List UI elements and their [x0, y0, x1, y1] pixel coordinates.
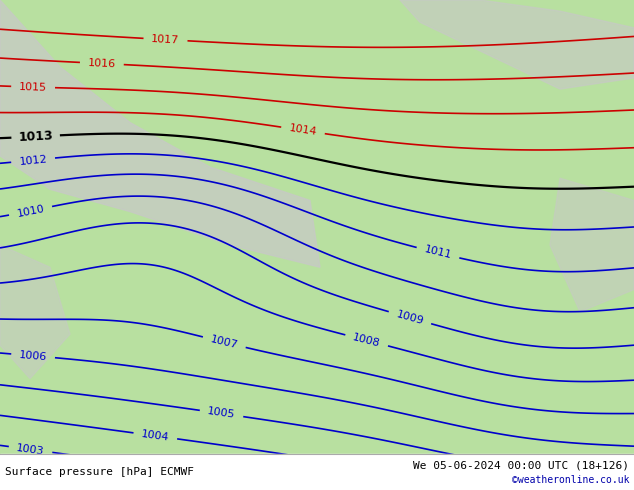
Text: Surface pressure [hPa] ECMWF: Surface pressure [hPa] ECMWF: [5, 467, 194, 477]
Polygon shape: [400, 0, 634, 89]
Text: 1007: 1007: [209, 334, 239, 350]
Text: 1012: 1012: [18, 154, 48, 167]
Text: 1009: 1009: [395, 309, 425, 326]
Text: 1011: 1011: [423, 245, 453, 261]
Text: 1004: 1004: [141, 429, 170, 442]
Text: 1010: 1010: [16, 203, 45, 219]
Text: 1015: 1015: [19, 82, 48, 93]
Text: 1017: 1017: [151, 34, 180, 46]
Text: 1006: 1006: [19, 350, 48, 362]
Text: 1016: 1016: [87, 58, 116, 69]
Polygon shape: [550, 178, 634, 312]
Text: 1014: 1014: [288, 123, 318, 137]
Text: ©weatheronline.co.uk: ©weatheronline.co.uk: [512, 475, 629, 485]
Text: 1013: 1013: [18, 129, 53, 144]
Text: 1008: 1008: [352, 332, 382, 349]
Text: We 05-06-2024 00:00 UTC (18+126): We 05-06-2024 00:00 UTC (18+126): [413, 461, 629, 470]
Polygon shape: [0, 0, 320, 267]
Text: 1003: 1003: [16, 442, 45, 456]
Text: 1005: 1005: [207, 407, 236, 420]
Polygon shape: [0, 454, 634, 490]
Polygon shape: [0, 245, 70, 379]
